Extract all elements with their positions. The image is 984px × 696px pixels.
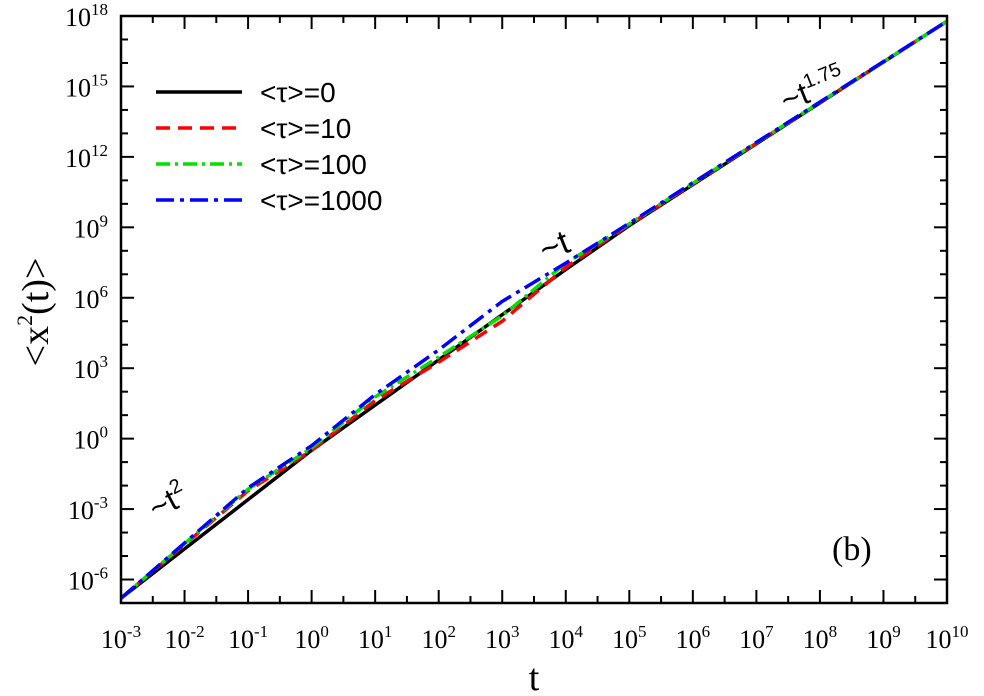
legend-label-0: <τ>=0 [260, 77, 336, 108]
x-tick-label-1: 10-2 [164, 622, 204, 654]
y-axis-title-base: <x [15, 326, 57, 366]
svg-text:~t2: ~t2 [141, 474, 193, 526]
series-line-2 [119, 19, 948, 600]
series-line-0 [119, 19, 948, 600]
x-tick-label-5: 102 [421, 622, 456, 654]
x-tick-label-8: 105 [612, 622, 647, 654]
x-tick-label-0: 10-3 [101, 622, 141, 654]
y-axis-title-exp: 2 [12, 315, 37, 326]
y-tick-label-6: 1012 [65, 141, 108, 173]
series-lines [119, 19, 948, 600]
y-tick-label-0: 10-6 [68, 564, 108, 596]
x-axis-title: t [529, 657, 540, 696]
legend-label-3: <τ>=1000 [260, 185, 382, 216]
y-tick-label-8: 1018 [65, 0, 108, 32]
x-tick-label-12: 109 [866, 622, 901, 654]
series-line-3 [119, 19, 948, 600]
annotation-t-squared: ~t2 [141, 474, 193, 526]
y-axis-title: <x2(t)> [12, 258, 57, 367]
y-tick-label-4: 106 [74, 282, 109, 314]
x-tick-label-11: 108 [803, 622, 838, 654]
y-tick-label-2: 100 [74, 423, 109, 455]
x-tick-label-6: 103 [485, 622, 520, 654]
y-axis-title-tail: (t)> [15, 258, 57, 315]
legend-label-2: <τ>=100 [260, 149, 367, 180]
x-tick-label-7: 104 [549, 622, 584, 654]
panel-label: (b) [832, 531, 872, 568]
x-tick-label-4: 101 [358, 622, 393, 654]
tick-labels: 10-3 10-2 10-1 100 101 102 103 104 105 106 107 108 1… [65, 0, 969, 654]
y-tick-label-3: 103 [74, 352, 109, 384]
y-tick-label-1: 10-3 [68, 493, 108, 525]
series-line-1 [119, 19, 948, 600]
axis-ticks [120, 15, 948, 603]
legend-label-1: <τ>=10 [260, 113, 351, 144]
y-tick-label-5: 109 [74, 211, 109, 243]
y-tick-label-7: 1015 [65, 70, 108, 102]
x-tick-label-3: 100 [294, 622, 329, 654]
x-tick-label-9: 106 [676, 622, 711, 654]
x-tick-label-2: 10-1 [228, 622, 268, 654]
x-tick-label-10: 107 [739, 622, 774, 654]
legend: <τ>=0 <τ>=10 <τ>=100 <τ>=1000 [156, 77, 382, 216]
plot-frame [119, 14, 949, 605]
svg-text:<x2(t)>: <x2(t)> [12, 258, 57, 367]
x-tick-label-13: 1010 [926, 622, 969, 654]
